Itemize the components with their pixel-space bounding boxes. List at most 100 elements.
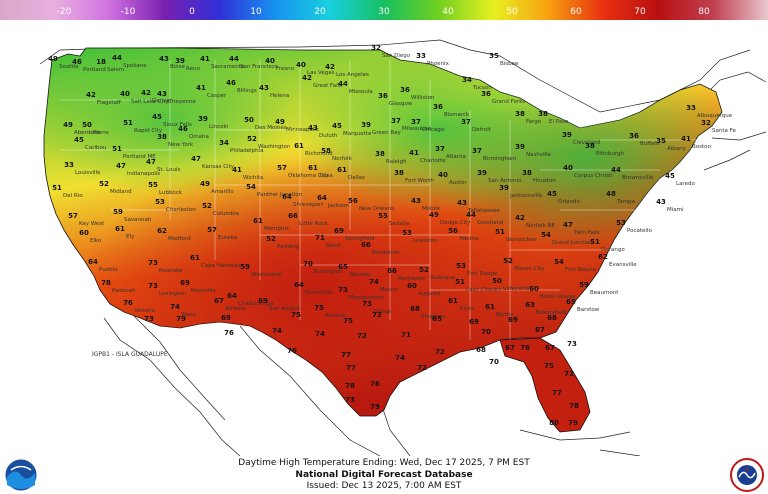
temperature-value: 41: [200, 55, 210, 63]
city-label: Oklahoma City: [288, 173, 329, 179]
temperature-value: 61: [485, 303, 495, 311]
temperature-value: 36: [378, 92, 388, 100]
temperature-value: 58: [321, 147, 331, 155]
city-label: Elko: [90, 238, 102, 244]
city-label: Lake Charles: [466, 287, 501, 293]
isla-guadalupe-label: IGPB1 - ISLA GUADALUPE: [92, 351, 168, 358]
temperature-value: 32: [701, 119, 711, 127]
temperature-value: 73: [345, 396, 355, 404]
temperature-value: 34: [462, 76, 472, 84]
temperature-value: 79: [370, 403, 380, 411]
temperature-value: 49: [48, 55, 58, 63]
city-label: Williston: [411, 95, 435, 101]
city-label: Lafayette: [503, 286, 530, 292]
temperature-value: 36: [481, 90, 491, 98]
temperature-value: 44: [611, 166, 621, 174]
city-label: Cheyenne: [168, 99, 196, 105]
temperature-value: 67: [545, 344, 555, 352]
city-label: Pueblo: [99, 267, 118, 273]
city-label: Fort Wayne: [565, 267, 597, 273]
city-label: Norfolk: [332, 156, 353, 162]
temperature-value: 76: [287, 347, 297, 355]
city-label: Grand Forks: [492, 99, 525, 105]
temperature-value: 38: [394, 169, 404, 177]
noaa-logo[interactable]: [3, 457, 39, 493]
city-label: Durango: [601, 247, 625, 253]
temperature-value: 32: [371, 44, 381, 52]
city-label: Roanoke: [159, 268, 183, 274]
city-label: Pocatello: [627, 228, 652, 234]
temperature-value: 75: [544, 362, 554, 370]
city-label: Albuquerque: [697, 113, 733, 119]
city-label: Ely: [126, 234, 135, 240]
temperature-value: 61: [115, 225, 125, 233]
temperature-value: 54: [554, 258, 564, 266]
temperature-value: 69: [221, 314, 231, 322]
city-label: Atlanta: [446, 154, 466, 160]
temperature-value: 72: [435, 348, 445, 356]
city-label: Kansas City: [202, 164, 235, 170]
city-label: Sacramento: [211, 64, 245, 70]
temperature-value: 52: [503, 257, 513, 265]
temperature-value: 36: [433, 103, 443, 111]
temperature-value: 79: [176, 315, 186, 323]
temperature-value: 64: [317, 194, 327, 202]
temperature-value: 50: [492, 277, 502, 285]
database-name: National Digital Forecast Database: [295, 470, 473, 480]
city-label: Eureka: [218, 235, 237, 241]
temperature-value: 61: [253, 217, 263, 225]
city-label: Cape Hatteras: [201, 263, 241, 269]
city-label: St. Louis: [157, 167, 180, 173]
temperature-value: 64: [294, 281, 304, 289]
temperature-value: 40: [120, 90, 130, 98]
temperature-value: 57: [277, 164, 287, 172]
temperature-value: 51: [52, 184, 62, 192]
city-label: Cleveland: [573, 140, 600, 146]
temperature-value: 44: [466, 211, 476, 219]
city-label: Boise: [170, 64, 186, 70]
city-label: Knoxville: [191, 288, 216, 294]
city-label: Bisbee: [500, 61, 519, 67]
city-label: Duluth: [319, 133, 338, 139]
city-label: Caribou: [85, 145, 106, 151]
temperature-value: 78: [569, 402, 579, 410]
temperature-value: 69: [469, 318, 479, 326]
temperature-value: 46: [178, 125, 188, 133]
city-label: Phoenix: [427, 61, 450, 67]
city-label: Little Rock: [299, 221, 329, 227]
temperature-value: 41: [196, 84, 206, 92]
city-label: Dallas: [348, 175, 365, 181]
city-label: Tulsa: [318, 173, 333, 179]
city-label: Tampa: [616, 199, 635, 205]
nws-logo[interactable]: [729, 457, 765, 493]
temperature-value: 35: [656, 137, 666, 145]
scale-tick-label: 50: [506, 7, 518, 17]
temperature-value: 77: [346, 364, 356, 372]
temperature-value: 66: [387, 267, 397, 275]
scale-tick-label: 60: [570, 7, 582, 17]
scale-tick-label: 0: [189, 7, 195, 17]
temperature-value: 67: [214, 297, 224, 305]
city-label: Kingman: [421, 314, 446, 320]
city-label: Bakersfield: [536, 310, 567, 316]
temperature-value: 51: [455, 278, 465, 286]
scale-tick-label: -10: [121, 7, 136, 17]
city-label: Portland ME: [123, 154, 156, 160]
temperature-value: 39: [562, 131, 572, 139]
temperature-value: 70: [489, 358, 499, 366]
temperature-value: 40: [265, 57, 275, 65]
temperature-value: 72: [564, 370, 574, 378]
city-label: Chattanooga: [238, 301, 273, 307]
temperature-value: 75: [343, 317, 353, 325]
city-label: Dubuque: [430, 275, 456, 281]
city-label: Wenatchee: [506, 237, 537, 243]
temperature-value: 33: [686, 104, 696, 112]
temperature-value: 43: [656, 198, 666, 206]
temperature-value: 47: [146, 158, 156, 166]
temperature-value: 18: [96, 58, 106, 66]
temperature-value: 54: [246, 183, 256, 191]
temperature-value: 73: [362, 300, 372, 308]
temperature-value: 44: [338, 80, 348, 88]
temperature-value: 77: [341, 351, 351, 359]
city-label: Macon: [380, 287, 399, 293]
